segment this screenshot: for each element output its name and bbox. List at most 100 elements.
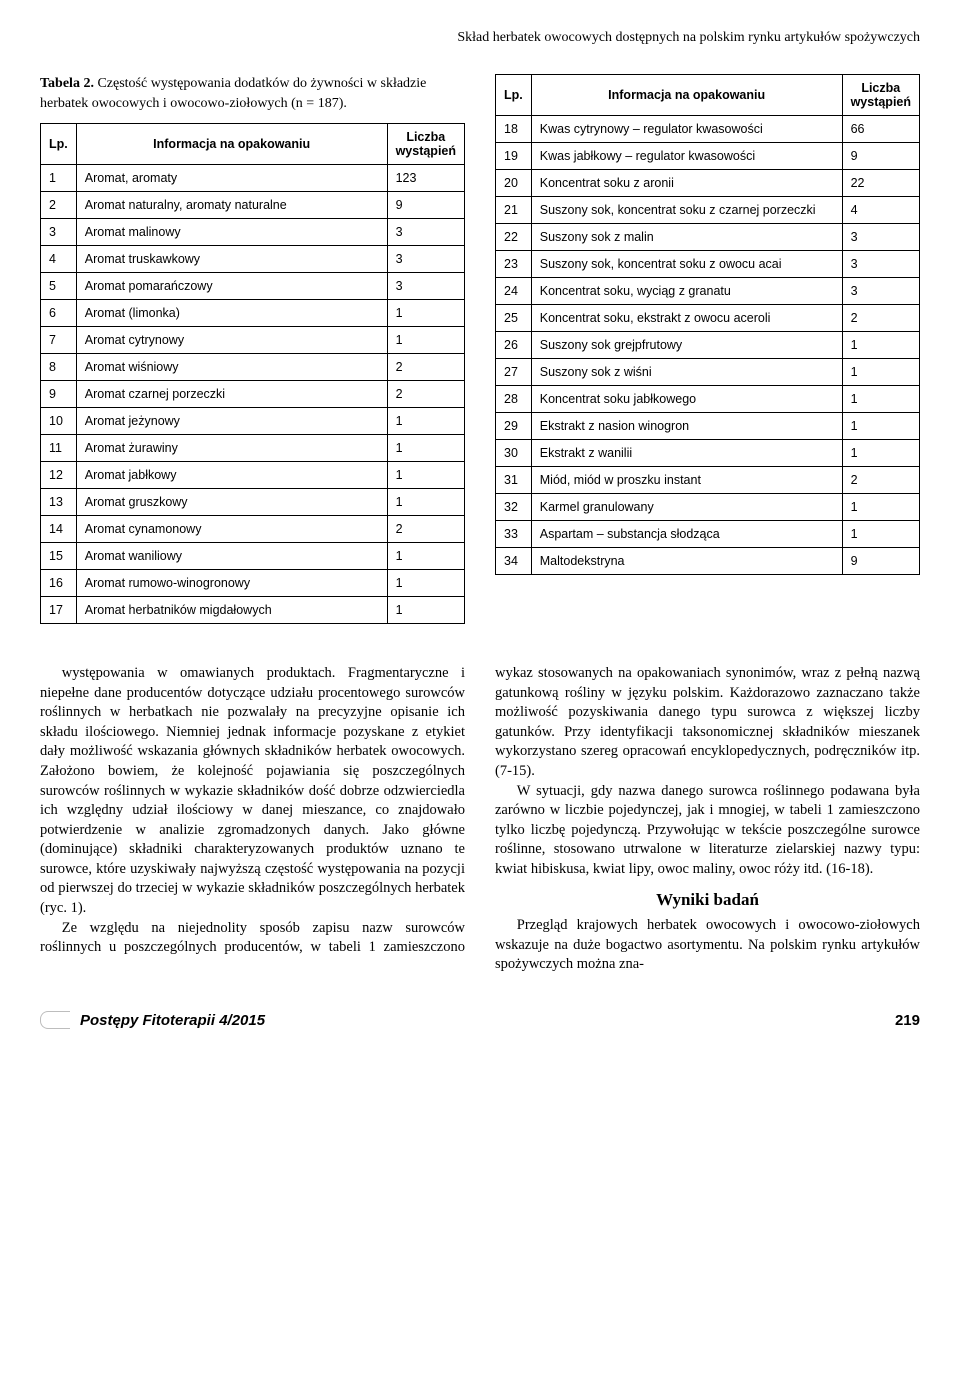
paragraph: występowania w omawianych produktach. Fr…: [40, 664, 465, 918]
cell-lp: 4: [41, 246, 77, 273]
cell-lp: 32: [496, 494, 532, 521]
cell-info: Aromat pomarańczowy: [76, 273, 387, 300]
footer-left: Postępy Fitoterapii 4/2015: [40, 1011, 265, 1029]
cell-lp: 24: [496, 278, 532, 305]
cell-lp: 16: [41, 570, 77, 597]
cell-info: Aromat gruszkowy: [76, 489, 387, 516]
cell-info: Aromat (limonka): [76, 300, 387, 327]
table-row: 34Maltodekstryna9: [496, 548, 920, 575]
cell-count: 2: [842, 305, 919, 332]
cell-lp: 31: [496, 467, 532, 494]
cell-lp: 15: [41, 543, 77, 570]
cell-count: 1: [842, 386, 919, 413]
th-info: Informacja na opakowaniu: [76, 124, 387, 165]
table-row: 17Aromat herbatników migdałowych1: [41, 597, 465, 624]
cell-count: 4: [842, 197, 919, 224]
cell-count: 1: [387, 435, 464, 462]
cell-info: Aromat herbatników migdałowych: [76, 597, 387, 624]
cell-count: 1: [842, 359, 919, 386]
table-row: 2Aromat naturalny, aromaty naturalne9: [41, 192, 465, 219]
cell-lp: 3: [41, 219, 77, 246]
table-row: 33Aspartam – substancja słodząca1: [496, 521, 920, 548]
cell-lp: 1: [41, 165, 77, 192]
paragraph: W sytuacji, gdy nazwa danego surowca roś…: [495, 782, 920, 880]
table-header-row: Lp. Informacja na opakowaniu Liczba wyst…: [496, 75, 920, 116]
table-row: 19Kwas jabłkowy – regulator kwasowości9: [496, 143, 920, 170]
cell-info: Aspartam – substancja słodząca: [531, 521, 842, 548]
cell-lp: 28: [496, 386, 532, 413]
cell-info: Suszony sok z wiśni: [531, 359, 842, 386]
cell-lp: 30: [496, 440, 532, 467]
cell-info: Aromat rumowo-winogronowy: [76, 570, 387, 597]
cell-info: Aromat jeżynowy: [76, 408, 387, 435]
footer-tab-decoration: [40, 1011, 70, 1029]
cell-info: Aromat malinowy: [76, 219, 387, 246]
cell-lp: 26: [496, 332, 532, 359]
cell-count: 1: [387, 597, 464, 624]
cell-info: Kwas jabłkowy – regulator kwasowości: [531, 143, 842, 170]
running-head: Skład herbatek owocowych dostępnych na p…: [40, 30, 920, 46]
cell-count: 1: [842, 521, 919, 548]
table-row: 16Aromat rumowo-winogronowy1: [41, 570, 465, 597]
th-count: Liczba wystąpień: [387, 124, 464, 165]
table-row: 13Aromat gruszkowy1: [41, 489, 465, 516]
cell-info: Aromat żurawiny: [76, 435, 387, 462]
th-info: Informacja na opakowaniu: [531, 75, 842, 116]
cell-count: 2: [387, 381, 464, 408]
cell-lp: 11: [41, 435, 77, 462]
table-row: 26Suszony sok grejpfrutowy1: [496, 332, 920, 359]
section-heading: Wyniki badań: [495, 889, 920, 912]
table-row: 29Ekstrakt z nasion winogron1: [496, 413, 920, 440]
left-column: Tabela 2. Częstość występowania dodatków…: [40, 74, 465, 624]
table-row: 14Aromat cynamonowy2: [41, 516, 465, 543]
cell-count: 1: [387, 543, 464, 570]
cell-lp: 7: [41, 327, 77, 354]
table-row: 5Aromat pomarańczowy3: [41, 273, 465, 300]
cell-lp: 17: [41, 597, 77, 624]
cell-lp: 9: [41, 381, 77, 408]
page-footer: Postępy Fitoterapii 4/2015 219: [40, 1011, 920, 1029]
cell-info: Aromat wiśniowy: [76, 354, 387, 381]
table-row: 22Suszony sok z malin3: [496, 224, 920, 251]
cell-lp: 14: [41, 516, 77, 543]
table-header-row: Lp. Informacja na opakowaniu Liczba wyst…: [41, 124, 465, 165]
table-row: 7Aromat cytrynowy1: [41, 327, 465, 354]
cell-info: Koncentrat soku z aronii: [531, 170, 842, 197]
table-row: 20Koncentrat soku z aronii22: [496, 170, 920, 197]
table-row: 32Karmel granulowany1: [496, 494, 920, 521]
cell-lp: 10: [41, 408, 77, 435]
cell-count: 1: [842, 494, 919, 521]
table-right: Lp. Informacja na opakowaniu Liczba wyst…: [495, 74, 920, 575]
cell-count: 9: [842, 143, 919, 170]
cell-lp: 23: [496, 251, 532, 278]
th-lp: Lp.: [41, 124, 77, 165]
tables-wrapper: Tabela 2. Częstość występowania dodatków…: [40, 74, 920, 624]
cell-count: 1: [842, 440, 919, 467]
cell-count: 1: [842, 332, 919, 359]
cell-lp: 18: [496, 116, 532, 143]
cell-count: 22: [842, 170, 919, 197]
right-column: Lp. Informacja na opakowaniu Liczba wyst…: [495, 74, 920, 624]
cell-lp: 6: [41, 300, 77, 327]
cell-count: 1: [387, 570, 464, 597]
cell-info: Kwas cytrynowy – regulator kwasowości: [531, 116, 842, 143]
cell-count: 1: [387, 408, 464, 435]
cell-info: Miód, miód w proszku instant: [531, 467, 842, 494]
cell-info: Koncentrat soku, ekstrakt z owocu acerol…: [531, 305, 842, 332]
cell-info: Aromat naturalny, aromaty naturalne: [76, 192, 387, 219]
cell-lp: 25: [496, 305, 532, 332]
cell-info: Aromat czarnej porzeczki: [76, 381, 387, 408]
cell-count: 3: [842, 251, 919, 278]
cell-count: 66: [842, 116, 919, 143]
cell-count: 3: [842, 224, 919, 251]
cell-count: 1: [387, 327, 464, 354]
table-caption: Tabela 2. Częstość występowania dodatków…: [40, 74, 465, 113]
cell-info: Suszony sok z malin: [531, 224, 842, 251]
cell-lp: 5: [41, 273, 77, 300]
cell-count: 9: [387, 192, 464, 219]
cell-info: Koncentrat soku jabłkowego: [531, 386, 842, 413]
table-row: 6Aromat (limonka)1: [41, 300, 465, 327]
table-row: 3Aromat malinowy3: [41, 219, 465, 246]
cell-count: 3: [842, 278, 919, 305]
page-number: 219: [895, 1012, 920, 1029]
